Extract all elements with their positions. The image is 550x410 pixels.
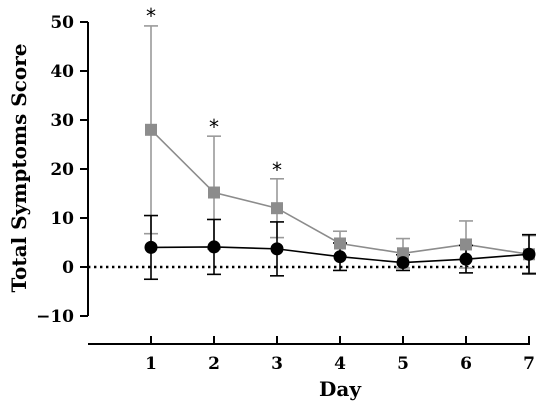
data-point-circle	[208, 240, 221, 253]
data-point-square	[208, 187, 220, 199]
data-point-circle	[145, 241, 158, 254]
x-tick-label: 6	[460, 354, 472, 374]
y-tick-label: 40	[50, 62, 74, 82]
data-point-square	[271, 202, 283, 214]
data-point-circle	[271, 242, 284, 255]
data-point-circle	[460, 253, 473, 266]
y-tick-label: 30	[50, 111, 74, 131]
significance-asterisk: *	[209, 115, 219, 139]
data-point-circle	[523, 248, 536, 261]
x-tick-label: 7	[523, 354, 535, 374]
x-tick-label: 3	[271, 354, 283, 374]
y-tick-label: 10	[50, 209, 74, 229]
data-point-circle	[397, 256, 410, 269]
x-axis-label: Day	[319, 377, 362, 401]
data-point-square	[460, 238, 472, 250]
data-point-square	[145, 124, 157, 136]
y-tick-label: 50	[50, 13, 74, 33]
data-point-circle	[334, 250, 347, 263]
significance-asterisk: *	[272, 158, 282, 182]
x-tick-label: 5	[397, 354, 409, 374]
x-tick-label: 1	[145, 354, 157, 374]
data-point-square	[334, 237, 346, 249]
significance-asterisk: *	[146, 4, 156, 28]
series-square	[144, 26, 536, 273]
y-tick-label: 20	[50, 160, 74, 180]
y-tick-label: 0	[62, 258, 74, 278]
y-ticks: −10 0 10 20 30 40 50	[36, 13, 88, 327]
y-tick-label: −10	[36, 307, 74, 327]
markers-square	[145, 124, 535, 260]
x-tick-label: 4	[334, 354, 346, 374]
x-ticks: 1 2 3 4 5 6 7	[145, 336, 535, 374]
y-axis-label: Total Symptoms Score	[7, 43, 31, 292]
axes	[88, 22, 530, 344]
series-layer	[144, 26, 536, 279]
x-tick-label: 2	[208, 354, 220, 374]
